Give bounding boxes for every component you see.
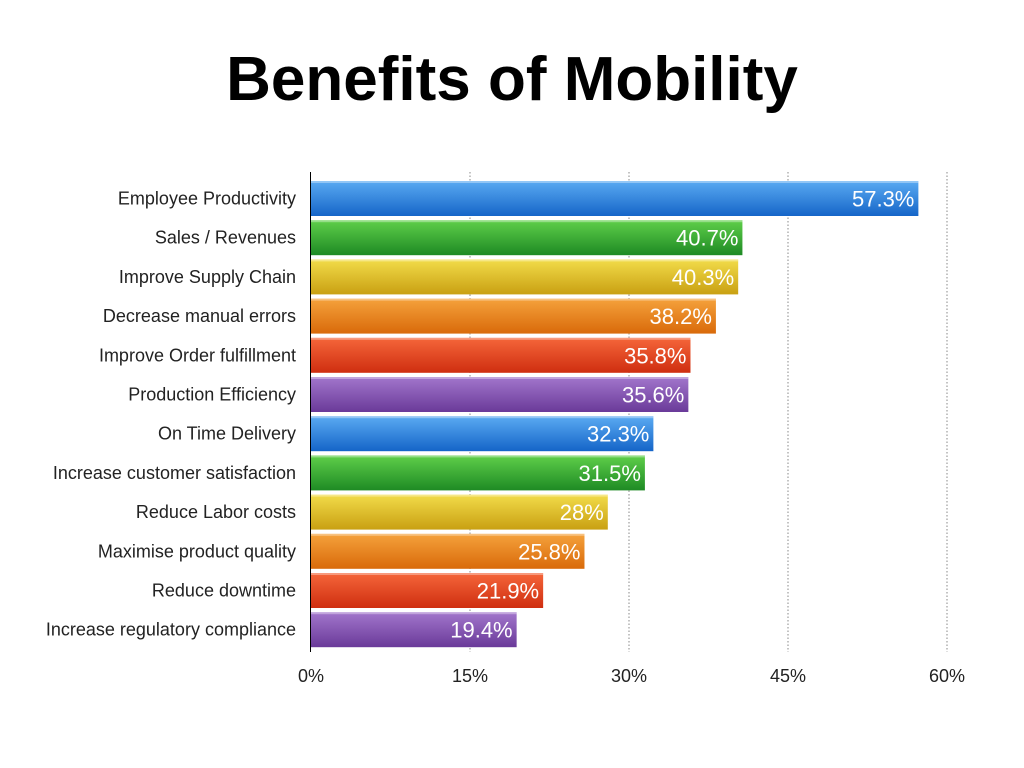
bar [311,220,743,256]
bar-highlight [311,181,919,183]
category-label: Increase regulatory compliance [46,620,296,640]
bar-value-label: 32.3% [587,422,649,447]
bar-highlight [311,612,517,615]
bar [311,612,517,648]
category-label: Increase customer satisfaction [53,463,296,483]
bar-value-label: 35.8% [624,343,686,368]
category-label: Maximise product quality [98,541,296,561]
bar [311,416,654,452]
bar-value-label: 28% [560,500,604,525]
bar-highlight [311,298,716,301]
category-label: Reduce downtime [152,581,296,601]
bar [311,259,739,295]
bar-value-label: 57.3% [852,187,914,212]
bars: 57.3% 40.7% 40.3% 38.2% 35.8% 35.6% 32.3% 31.5%… [311,181,919,648]
bar-highlight [311,259,739,262]
category-label: Sales / Revenues [155,228,296,248]
bar-highlight [311,494,608,497]
bar-value-label: 21.9% [477,579,539,604]
category-label: Reduce Labor costs [136,502,296,522]
x-tick-label: 30% [611,666,647,686]
x-tick-label: 45% [770,666,806,686]
bar-value-label: 19.4% [450,618,512,643]
bar [311,533,585,569]
category-label: Employee Productivity [118,189,296,209]
bar-value-label: 40.7% [676,226,738,251]
x-tick-label: 0% [298,666,324,686]
bar-highlight [311,573,544,575]
bar-value-label: 25.8% [518,539,580,564]
x-tick-label: 15% [452,666,488,686]
bar-highlight [311,377,689,379]
bar-highlight [311,416,654,419]
bar [311,181,919,216]
bar [311,455,645,491]
category-label: Improve Order fulfillment [99,345,296,365]
bar-highlight [311,533,585,536]
category-label: Decrease manual errors [103,306,296,326]
category-label: On Time Delivery [158,424,296,444]
category-label: Production Efficiency [128,385,296,405]
category-labels: Employee Productivity Sales / Revenues Imp… [46,189,296,640]
x-tick-label: 60% [929,666,965,686]
category-label: Improve Supply Chain [119,267,296,287]
bar [311,337,691,373]
bar-highlight [311,337,691,340]
bar-highlight [311,455,645,458]
bar-value-label: 35.6% [622,383,684,408]
bar [311,377,689,412]
bar-value-label: 40.3% [672,265,734,290]
slide-title: Benefits of Mobility [226,45,798,114]
bar-highlight [311,220,743,223]
grid-lines [469,172,948,652]
bar [311,298,716,334]
bar [311,573,544,608]
x-axis-tick-labels: 0% 15% 30% 45% 60% [298,666,965,686]
bar [311,494,608,530]
bar-value-label: 38.2% [650,304,712,329]
bar-value-label: 31.5% [579,461,641,486]
